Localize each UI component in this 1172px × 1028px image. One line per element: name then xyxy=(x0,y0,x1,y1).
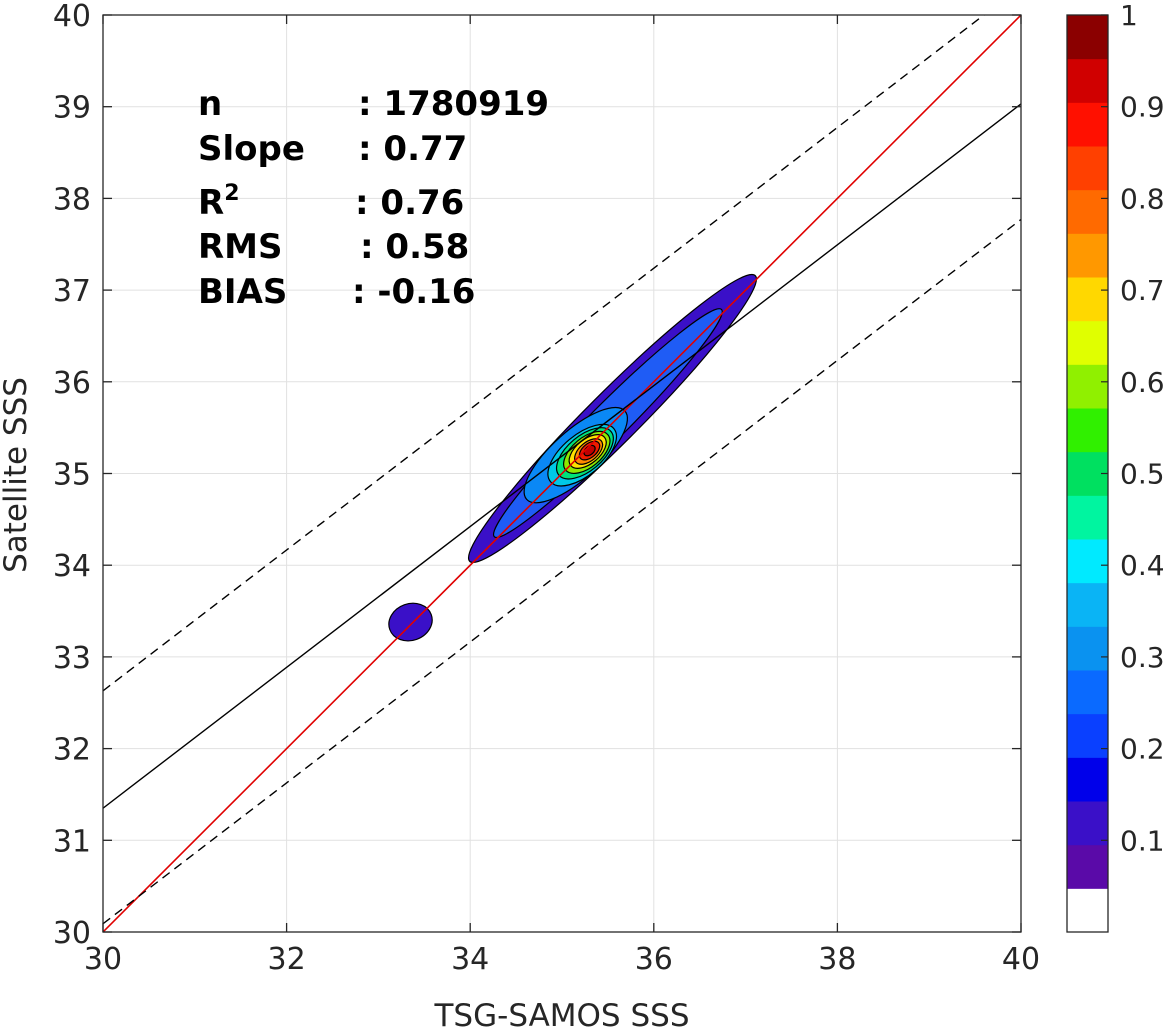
colorbar-tick-label: 0.9 xyxy=(1120,91,1165,124)
contour-secondary-blob xyxy=(388,602,433,642)
colorbar: 0.1 0.2 0.3 0.4 0.5 0.6 0.7 0.8 0.9 1 xyxy=(1066,0,1165,933)
colorbar-tick-label: 0.5 xyxy=(1120,458,1165,491)
colorbar-segment xyxy=(1067,757,1108,802)
colorbar-segment xyxy=(1067,801,1108,846)
colorbar-segment xyxy=(1067,364,1108,409)
y-tick-label: 38 xyxy=(53,182,91,217)
y-tick-label: 31 xyxy=(53,824,91,859)
colorbar-tick-label: 0.2 xyxy=(1120,733,1165,766)
line-one-to-one xyxy=(103,15,1021,932)
stat-value: : 0.77 xyxy=(358,129,467,169)
y-tick-label: 39 xyxy=(53,91,91,126)
y-tick-label: 32 xyxy=(53,733,91,768)
colorbar-segment xyxy=(1067,15,1108,60)
x-tick-label: 40 xyxy=(1002,942,1040,977)
plot-area xyxy=(103,15,1021,932)
colorbar-segment xyxy=(1067,189,1108,234)
colorbar-segment xyxy=(1067,888,1108,933)
colorbar-segment xyxy=(1067,233,1108,278)
colorbar-segment xyxy=(1067,58,1108,103)
stat-label: RMS xyxy=(198,227,283,267)
colorbar-segment xyxy=(1067,495,1108,540)
stat-label: BIAS xyxy=(198,272,287,312)
y-axis-title: Satellite SSS xyxy=(0,377,34,573)
x-tick-label: 38 xyxy=(818,942,856,977)
colorbar-segment xyxy=(1067,320,1108,365)
colorbar-tick-label: 0.1 xyxy=(1120,824,1165,857)
colorbar-segment xyxy=(1067,277,1108,322)
colorbar-segment xyxy=(1067,408,1108,453)
y-tick-label: 30 xyxy=(53,916,91,951)
stat-value: : 0.58 xyxy=(360,227,469,267)
y-tick-label: 34 xyxy=(53,549,91,584)
stat-label-superscript: 2 xyxy=(224,181,239,206)
line-upper-bound xyxy=(103,15,986,692)
colorbar-tick-label: 1 xyxy=(1120,0,1138,32)
colorbar-segment xyxy=(1067,844,1108,889)
colorbar-segment xyxy=(1067,713,1108,758)
colorbar-tick-label: 0.6 xyxy=(1120,366,1165,399)
x-tick-label: 32 xyxy=(268,942,306,977)
stat-value: : -0.16 xyxy=(352,272,475,312)
axes: 30 32 34 36 38 40 30 31 32 33 34 35 36 37 38 39 40 xyxy=(53,0,1040,977)
colorbar-tick-label: 0.7 xyxy=(1120,274,1165,307)
line-lower-bound xyxy=(103,218,1021,925)
colorbar-segment xyxy=(1067,539,1108,584)
colorbar-segment xyxy=(1067,582,1108,627)
stat-value: : 0.76 xyxy=(355,183,464,223)
colorbar-segment xyxy=(1067,102,1108,147)
y-tick-label: 40 xyxy=(53,0,91,34)
x-axis-title: TSG-SAMOS SSS xyxy=(434,998,690,1028)
colorbar-tick-label: 0.4 xyxy=(1120,549,1165,582)
colorbar-segment xyxy=(1067,146,1108,191)
colorbar-segment xyxy=(1067,670,1108,715)
stat-label: n xyxy=(198,84,222,124)
y-tick-label: 37 xyxy=(53,274,91,309)
y-tick-label: 33 xyxy=(53,641,91,676)
y-tick-label: 36 xyxy=(53,366,91,401)
stat-value: : 1780919 xyxy=(358,84,549,124)
colorbar-tick-label: 0.8 xyxy=(1120,182,1165,215)
x-tick-label: 30 xyxy=(84,942,122,977)
colorbar-tick-label: 0.3 xyxy=(1120,641,1165,674)
x-tick-label: 36 xyxy=(635,942,673,977)
colorbar-segment xyxy=(1067,626,1108,671)
stat-label: Slope xyxy=(198,129,305,169)
x-tick-label: 34 xyxy=(451,942,489,977)
line-regression xyxy=(103,103,1021,809)
y-tick-label: 35 xyxy=(53,458,91,493)
